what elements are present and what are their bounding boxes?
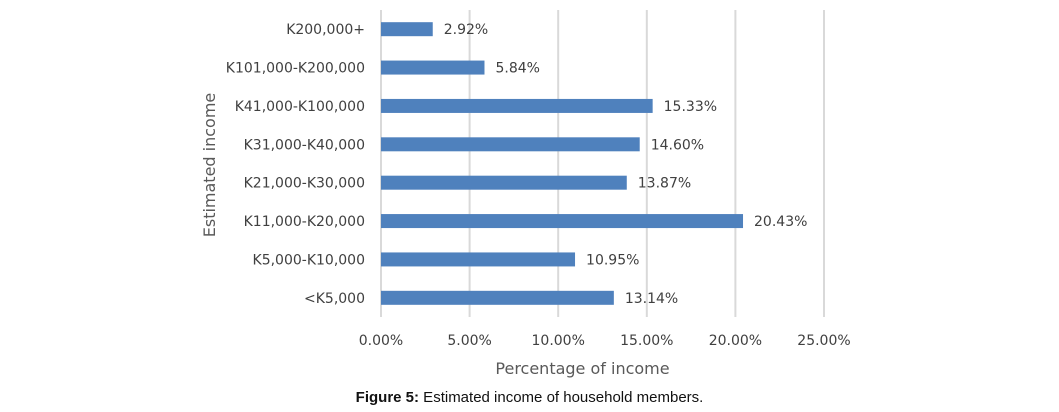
x-tick-label: 25.00% bbox=[797, 333, 850, 349]
y-axis-title: Estimated income bbox=[200, 93, 219, 238]
x-tick-labels: 0.00% 5.00% 10.00% 15.00% 20.00% 25.00% bbox=[359, 333, 851, 349]
data-label: 14.60% bbox=[651, 137, 704, 153]
category-label: K200,000+ bbox=[286, 22, 365, 38]
x-tick-label: 5.00% bbox=[447, 333, 491, 349]
bar bbox=[381, 98, 653, 113]
data-label: 2.92% bbox=[444, 22, 488, 38]
data-labels: 2.92% 5.84% 15.33% 14.60% 13.87% 20.43% 10.95%… bbox=[444, 22, 808, 307]
caption-text: Estimated income of household members. bbox=[419, 389, 704, 406]
category-label: K31,000-K40,000 bbox=[244, 137, 365, 153]
category-label: K41,000-K100,000 bbox=[235, 99, 365, 115]
bar-chart: K200,000+ K101,000-K200,000 K41,000-K100,0… bbox=[200, 10, 851, 378]
data-label: 10.95% bbox=[586, 252, 639, 268]
category-label: K5,000-K10,000 bbox=[253, 252, 365, 268]
x-axis-title: Percentage of income bbox=[495, 359, 669, 378]
category-label: K11,000-K20,000 bbox=[244, 214, 365, 230]
category-labels: K200,000+ K101,000-K200,000 K41,000-K100,0… bbox=[226, 22, 365, 307]
caption-label: Figure 5: bbox=[355, 389, 420, 406]
data-label: 20.43% bbox=[754, 214, 807, 230]
bar bbox=[381, 22, 433, 37]
bars bbox=[381, 22, 744, 305]
category-label: K21,000-K30,000 bbox=[244, 176, 365, 192]
category-label: <K5,000 bbox=[304, 291, 365, 307]
bar bbox=[381, 175, 627, 190]
data-label: 13.14% bbox=[625, 291, 678, 307]
x-tick-label: 20.00% bbox=[709, 333, 762, 349]
category-label: K101,000-K200,000 bbox=[226, 61, 365, 77]
data-label: 5.84% bbox=[495, 61, 539, 77]
x-tick-label: 10.00% bbox=[532, 333, 585, 349]
figure-caption: Figure 5: Estimated income of household … bbox=[0, 389, 1059, 406]
data-label: 13.87% bbox=[638, 176, 691, 192]
grid-lines bbox=[380, 10, 825, 317]
bar bbox=[381, 252, 576, 267]
bar bbox=[381, 60, 485, 75]
x-tick-label: 15.00% bbox=[620, 333, 673, 349]
bar bbox=[381, 214, 744, 229]
bar bbox=[381, 290, 614, 305]
x-tick-label: 0.00% bbox=[359, 333, 403, 349]
data-label: 15.33% bbox=[664, 99, 717, 115]
bar bbox=[381, 137, 640, 152]
